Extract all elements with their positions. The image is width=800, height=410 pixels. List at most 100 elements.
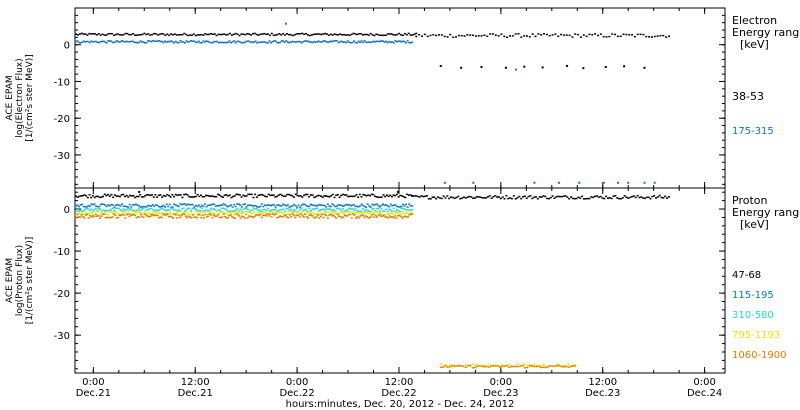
data-point xyxy=(466,34,469,36)
data-point xyxy=(124,211,127,214)
data-point xyxy=(139,33,142,36)
data-point xyxy=(509,197,512,199)
data-point xyxy=(145,214,148,217)
data-point xyxy=(202,34,205,36)
data-point xyxy=(345,194,348,196)
data-point xyxy=(203,217,206,219)
data-point xyxy=(189,196,192,198)
data-point xyxy=(633,35,636,38)
data-point xyxy=(159,212,162,215)
data-point xyxy=(280,34,283,36)
data-point xyxy=(156,34,159,36)
data-point xyxy=(346,40,349,42)
data-point xyxy=(311,208,314,210)
data-point xyxy=(332,204,335,207)
data-point xyxy=(243,203,246,205)
data-point xyxy=(100,196,103,198)
data-point xyxy=(342,41,345,44)
data-point xyxy=(182,207,185,210)
data-point xyxy=(117,41,120,43)
data-point xyxy=(232,33,235,36)
data-point xyxy=(246,40,249,42)
data-point xyxy=(260,211,263,214)
data-point xyxy=(409,213,412,216)
data-point xyxy=(196,209,199,212)
data-point xyxy=(451,196,454,199)
data-point xyxy=(291,210,294,213)
data-point xyxy=(127,213,130,215)
data-point xyxy=(431,196,434,198)
data-point xyxy=(365,206,368,208)
data-point xyxy=(255,33,258,36)
data-point xyxy=(111,204,114,206)
data-point xyxy=(391,210,394,213)
data-point xyxy=(110,216,113,219)
data-point xyxy=(207,213,210,216)
data-point xyxy=(218,216,221,219)
data-point xyxy=(160,207,163,209)
data-point xyxy=(286,193,289,196)
data-point xyxy=(183,193,186,196)
data-point xyxy=(126,32,129,35)
data-point xyxy=(432,33,435,36)
data-point xyxy=(233,210,236,212)
data-point xyxy=(291,40,294,43)
data-point xyxy=(222,213,225,215)
data-point xyxy=(190,34,193,37)
data-point xyxy=(409,34,412,36)
data-point xyxy=(194,210,197,213)
data-point xyxy=(84,212,87,215)
data-point xyxy=(75,195,77,198)
data-point xyxy=(639,33,642,36)
data-point xyxy=(496,365,499,367)
data-point xyxy=(102,195,105,198)
data-point xyxy=(574,33,577,35)
data-point xyxy=(331,209,334,212)
data-point xyxy=(250,212,253,215)
data-point xyxy=(207,210,210,212)
data-point xyxy=(142,216,145,219)
data-point xyxy=(374,203,377,206)
data-point xyxy=(329,40,332,42)
data-point xyxy=(429,34,432,37)
data-point xyxy=(210,195,213,197)
data-point xyxy=(134,196,137,199)
data-point xyxy=(128,215,131,218)
data-point xyxy=(246,211,249,214)
data-point xyxy=(99,208,102,210)
data-point xyxy=(254,40,257,42)
data-point xyxy=(256,208,259,210)
data-point xyxy=(127,206,130,208)
data-point xyxy=(477,35,480,37)
data-point xyxy=(239,208,242,210)
data-point xyxy=(348,207,351,210)
data-point xyxy=(244,33,247,36)
data-point xyxy=(105,216,108,219)
data-point xyxy=(133,204,136,206)
data-point xyxy=(201,214,204,217)
data-point xyxy=(371,211,374,213)
data-point xyxy=(286,204,289,206)
data-point xyxy=(273,213,276,216)
data-point xyxy=(403,32,406,35)
data-point xyxy=(642,33,645,36)
data-point xyxy=(398,32,401,35)
data-point xyxy=(369,216,372,219)
data-point xyxy=(461,197,464,199)
data-point xyxy=(269,204,272,207)
legend-entry: 795-1193 xyxy=(732,330,780,341)
data-point xyxy=(314,41,317,43)
data-point xyxy=(331,215,334,217)
data-point xyxy=(395,205,398,208)
data-point xyxy=(373,216,376,218)
data-point xyxy=(300,42,303,44)
data-point xyxy=(636,194,639,197)
data-point xyxy=(142,205,145,208)
data-point xyxy=(193,213,196,215)
data-point xyxy=(127,196,130,198)
data-point xyxy=(371,41,374,43)
data-point xyxy=(99,213,102,215)
data-point xyxy=(315,216,318,218)
data-point xyxy=(517,33,520,35)
data-point xyxy=(384,34,387,37)
